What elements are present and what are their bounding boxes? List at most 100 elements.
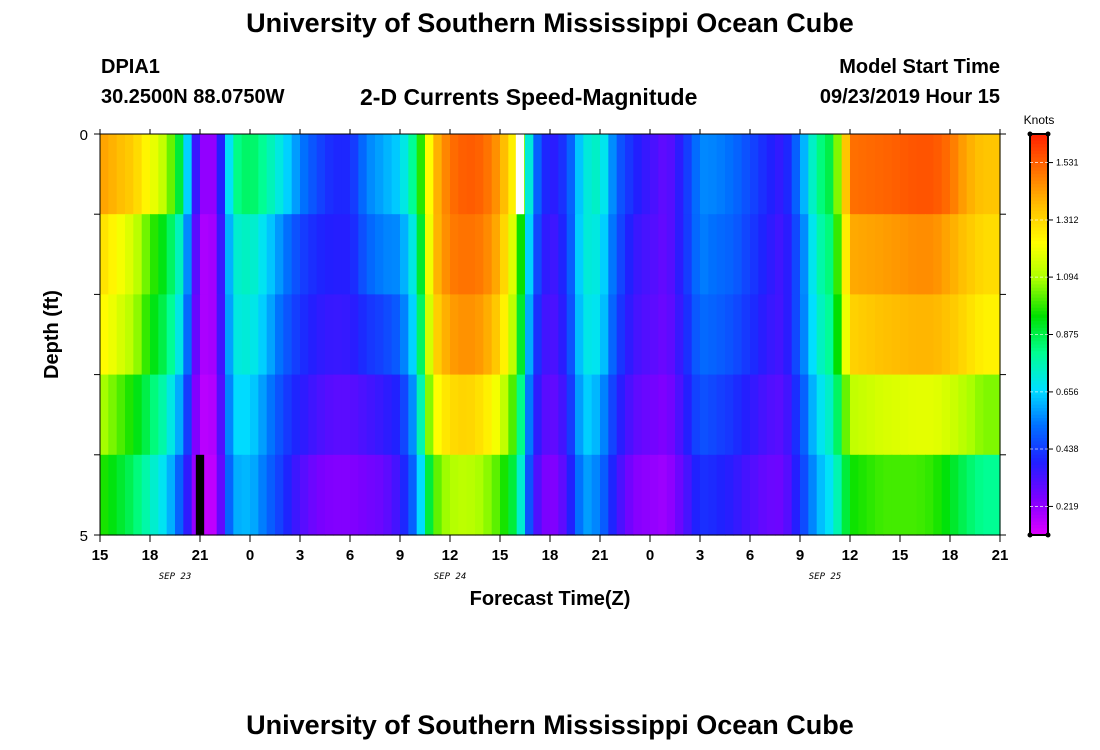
heatmap-cell (458, 294, 468, 376)
heatmap-cell (841, 294, 851, 376)
heatmap-cell (216, 214, 226, 295)
heatmap-cell (750, 214, 759, 295)
heatmap-cell (975, 214, 984, 295)
heatmap-cell (191, 214, 201, 295)
heatmap-cell (766, 374, 776, 456)
heatmap-cell (591, 294, 601, 376)
colorbar-segment (1030, 281, 1048, 285)
heatmap-cell (158, 214, 168, 295)
heatmap-cell (858, 134, 868, 215)
heatmap-cell (750, 134, 759, 215)
heatmap-cell (183, 134, 193, 215)
colorbar-segment (1030, 474, 1048, 479)
heatmap-cell (183, 374, 193, 456)
heatmap-cell (725, 214, 734, 295)
heatmap-cell (741, 374, 751, 456)
heatmap-cell (766, 214, 776, 295)
heatmap-cell (675, 134, 684, 215)
heatmap-cell (816, 134, 826, 215)
colorbar-segment (1030, 344, 1048, 349)
heatmap-cell (141, 294, 151, 376)
heatmap-cell (800, 214, 809, 295)
heatmap-cell (841, 134, 851, 215)
heatmap-cell (458, 134, 468, 215)
colorbar-segment (1030, 247, 1048, 252)
heatmap-cell (425, 294, 434, 376)
heatmap-cell (633, 294, 643, 376)
heatmap-cell (250, 134, 259, 215)
heatmap-cell (133, 374, 143, 456)
heatmap-cell (866, 294, 876, 376)
heatmap-cell (250, 214, 259, 295)
colorbar-segment (1030, 494, 1048, 499)
heatmap-cell (941, 294, 951, 376)
heatmap-cell (391, 134, 401, 215)
heatmap-cell (450, 214, 459, 295)
heatmap-cell (650, 454, 659, 536)
colorbar-segment (1030, 428, 1048, 433)
heatmap-cell (175, 374, 184, 456)
heatmap-cell (991, 214, 1001, 295)
heatmap-cell (150, 374, 159, 456)
heatmap-cell (675, 214, 684, 295)
heatmap-cell (950, 294, 959, 376)
heatmap-cell (558, 294, 568, 376)
heatmap-cell (583, 214, 593, 295)
heatmap-cell (666, 454, 676, 536)
heatmap-cell (783, 454, 793, 536)
heatmap-cell (266, 294, 276, 376)
heatmap-cell (241, 454, 251, 536)
heatmap-cell (566, 294, 576, 376)
heatmap-cell (541, 294, 551, 376)
heatmap-cell (950, 134, 959, 215)
heatmap-cell (475, 374, 484, 456)
heatmap-cell (591, 374, 601, 456)
heatmap-cell (191, 374, 201, 456)
heatmap-cell (816, 294, 826, 376)
heatmap-cell (350, 214, 359, 295)
heatmap-cell (400, 374, 409, 456)
heatmap-cell (550, 214, 559, 295)
heatmap-cell (500, 374, 509, 456)
heatmap-cell (258, 374, 268, 456)
heatmap-cell (375, 214, 384, 295)
heatmap-cell (583, 294, 593, 376)
heatmap-cell (416, 374, 426, 456)
heatmap-cell (916, 294, 926, 376)
heatmap-cell (908, 374, 918, 456)
heatmap-cell (958, 374, 968, 456)
heatmap-cell (666, 134, 676, 215)
colorbar-segment (1030, 220, 1048, 225)
heatmap-cell (208, 134, 218, 215)
heatmap-cell (325, 214, 334, 295)
heatmap-cell (258, 214, 268, 295)
heatmap-cell (741, 134, 751, 215)
heatmap-cell (641, 454, 651, 536)
colorbar-segment (1030, 167, 1048, 172)
heatmap-cell (425, 454, 434, 536)
colorbar-segment (1030, 484, 1048, 489)
heatmap-cell (333, 214, 343, 295)
heatmap-cell (475, 454, 484, 536)
x-tick-label: 15 (92, 547, 109, 564)
heatmap-cell (908, 454, 918, 536)
heatmap-cell (633, 214, 643, 295)
colorbar-segment (1030, 357, 1048, 362)
no-data-cell (515, 134, 525, 215)
heatmap-cell (358, 454, 368, 536)
heatmap-cell (725, 134, 734, 215)
x-tick-label: 21 (592, 547, 609, 564)
colorbar-segment (1030, 387, 1048, 392)
colorbar-segment (1030, 324, 1048, 329)
colorbar-segment (1030, 448, 1048, 453)
colorbar-segment (1030, 421, 1048, 426)
colorbar-segment (1030, 471, 1048, 476)
heatmap-cell (483, 454, 493, 536)
heatmap-cell (275, 134, 284, 215)
heatmap-cell (541, 134, 551, 215)
heatmap-cell (375, 454, 384, 536)
y-axis-label: Depth (ft) (41, 290, 63, 379)
colorbar-segment (1030, 458, 1048, 463)
heatmap-cell (883, 134, 893, 215)
colorbar-segment (1030, 277, 1048, 282)
